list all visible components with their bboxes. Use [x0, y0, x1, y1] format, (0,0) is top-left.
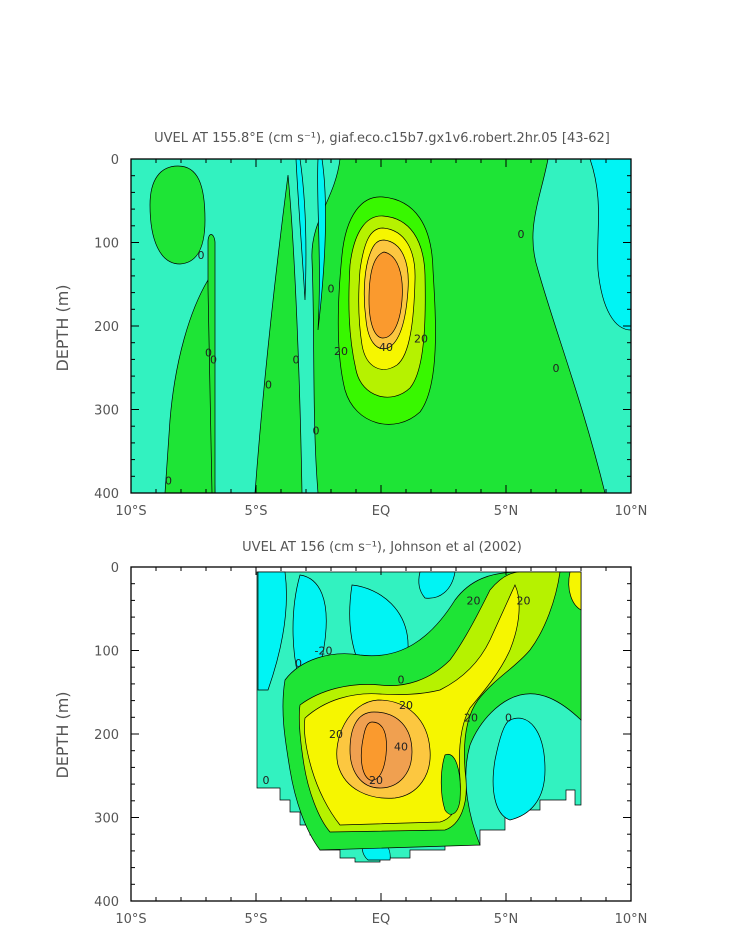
- bottom-y-tick-label: 400: [94, 895, 119, 910]
- bottom-field-neg-west: [257, 571, 287, 691]
- bottom-field-neg-c: [418, 571, 456, 599]
- bottom-contour-label: 20: [517, 594, 531, 607]
- bottom-contour-label: 20: [399, 699, 413, 712]
- top-contour-label: 20: [414, 333, 428, 346]
- top-field-positive-mid: [254, 174, 303, 493]
- top-x-tick-label: 5°N: [494, 504, 519, 519]
- bottom-contour-label: 0: [295, 657, 302, 670]
- top-panel-y-axis-label: DEPTH (m): [53, 284, 72, 371]
- bottom-contour-label: 0: [263, 774, 270, 787]
- bottom-panel: UVEL AT 156 (cm s⁻¹), Johnson et al (200…: [53, 540, 647, 927]
- top-contour-label: 0: [210, 353, 217, 366]
- top-y-tick-label: 0: [111, 153, 119, 168]
- bottom-contour-label: 0: [505, 711, 512, 724]
- bottom-contour-label: 40: [394, 741, 408, 754]
- top-x-tick-label: 10°N: [615, 504, 648, 519]
- bottom-contour-label: 20: [369, 774, 383, 787]
- bottom-contour-label: -20: [315, 645, 333, 658]
- top-y-tick-label: 400: [94, 487, 119, 502]
- bottom-core-50: [360, 721, 387, 781]
- bottom-y-tick-label: 100: [94, 645, 119, 660]
- bottom-field-east-patch: [568, 571, 582, 611]
- bottom-x-tick-label: 5°S: [244, 912, 267, 927]
- bottom-y-tick-label: 0: [111, 561, 119, 576]
- top-y-tick-label: 100: [94, 237, 119, 252]
- top-contour-label: 0: [198, 249, 205, 262]
- bottom-field-inner-green: [440, 753, 461, 815]
- top-contour-label: 0: [518, 228, 525, 241]
- top-y-tick-label: 200: [94, 320, 119, 335]
- top-contour-label: 20: [334, 345, 348, 358]
- top-field-filament-a: [295, 159, 307, 301]
- bottom-y-tick-label: 300: [94, 812, 119, 827]
- top-panel-title: UVEL AT 155.8°E (cm s⁻¹), giaf.eco.c15b7…: [154, 131, 610, 146]
- bottom-panel-y-axis-label: DEPTH (m): [53, 691, 72, 778]
- bottom-contour-label: 0: [398, 674, 405, 687]
- bottom-x-tick-label: 5°N: [494, 912, 519, 927]
- top-contour-label: 0: [553, 362, 560, 375]
- top-contour-label: 0: [205, 347, 212, 360]
- top-contour-label: 40: [379, 341, 393, 354]
- bottom-panel-title: UVEL AT 156 (cm s⁻¹), Johnson et al (200…: [242, 540, 522, 555]
- top-panel-field: [131, 159, 631, 493]
- top-x-tick-label: 10°S: [115, 504, 146, 519]
- top-contour-label: 0: [265, 378, 272, 391]
- bottom-field-neg-d: [492, 717, 546, 821]
- top-panel: UVEL AT 155.8°E (cm s⁻¹), giaf.eco.c15b7…: [53, 131, 647, 519]
- bottom-panel-contour-labels: 20 20 -20 0 0 20 20 0 20 40 20 0: [263, 594, 531, 787]
- top-field-positive-strip: [207, 234, 216, 493]
- bottom-contour-label: 20: [329, 728, 343, 741]
- bottom-x-tick-label: 10°N: [615, 912, 648, 927]
- top-x-tick-label: 5°S: [244, 504, 267, 519]
- top-y-tick-label: 300: [94, 404, 119, 419]
- top-x-tick-label: EQ: [372, 504, 390, 519]
- top-core-50: [368, 251, 403, 339]
- bottom-y-tick-label: 200: [94, 728, 119, 743]
- bottom-panel-field: [256, 571, 582, 863]
- top-contour-label: 0: [328, 282, 335, 295]
- bottom-contour-label: 20: [467, 594, 481, 607]
- top-field-filament-b: [317, 159, 326, 331]
- top-contour-label: 0: [165, 474, 172, 487]
- top-contour-label: 0: [293, 353, 300, 366]
- top-field-negative-east: [589, 159, 631, 331]
- top-contour-label: 0: [313, 424, 320, 437]
- bottom-contour-label: 20: [464, 711, 478, 724]
- bottom-x-tick-label: 10°S: [115, 912, 146, 927]
- top-field-positive-west: [149, 165, 206, 265]
- bottom-x-tick-label: EQ: [372, 912, 390, 927]
